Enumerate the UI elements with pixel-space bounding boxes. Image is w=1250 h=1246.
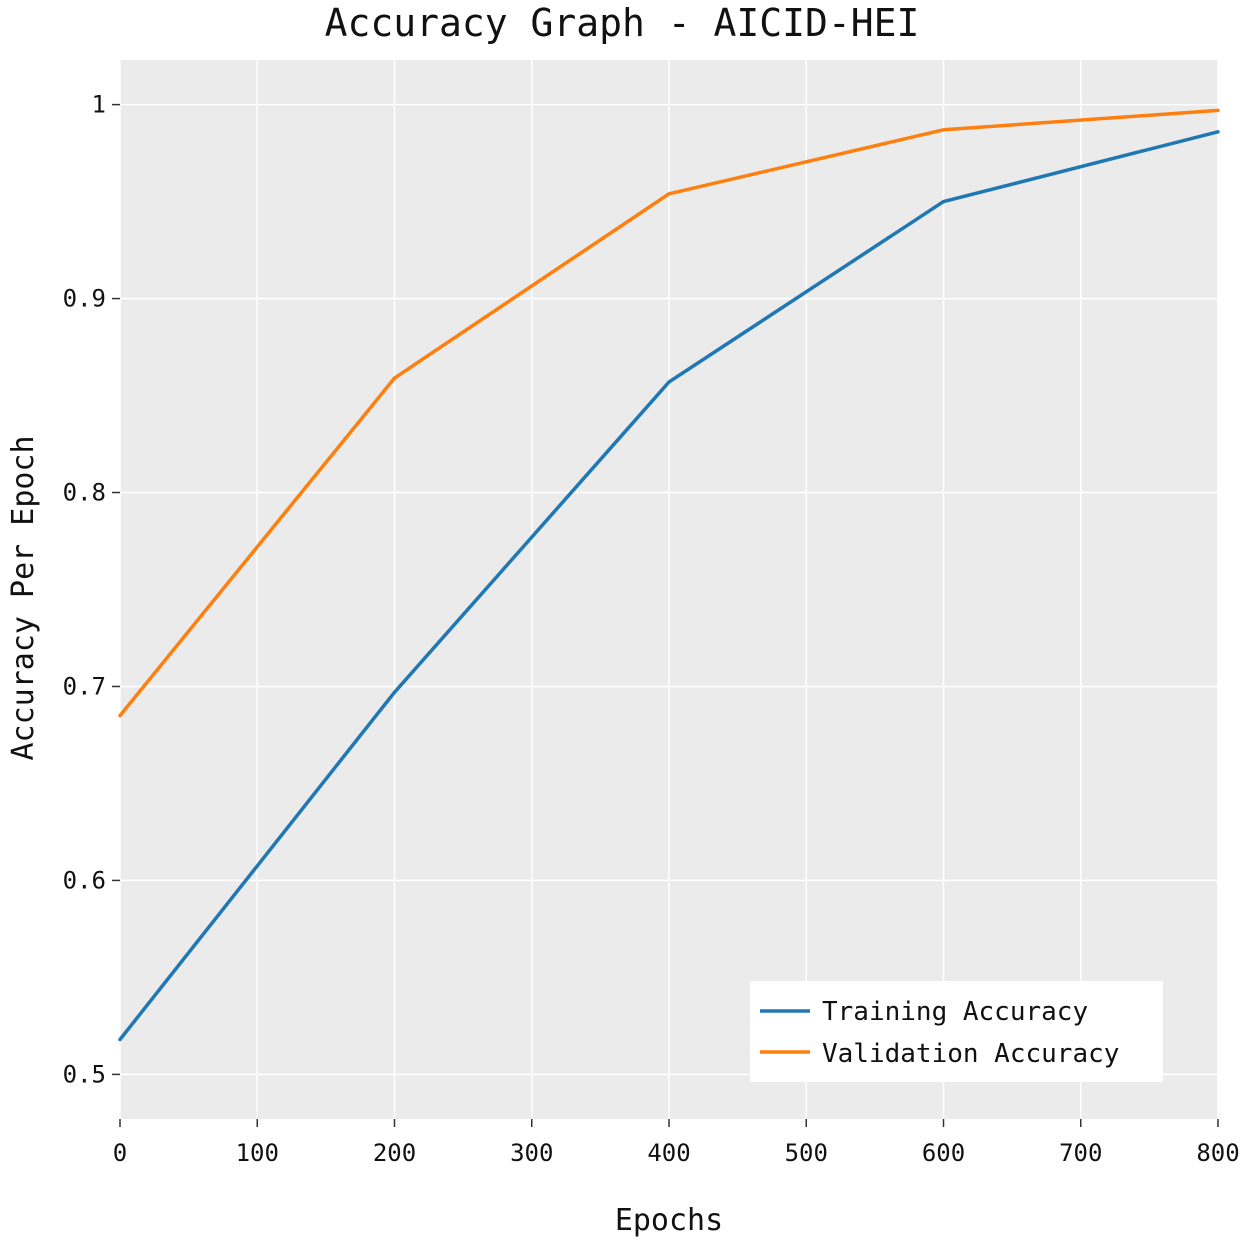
- chart-title: Accuracy Graph - AICID-HEI: [325, 1, 920, 45]
- x-tick-label: 200: [373, 1139, 416, 1167]
- y-tick-label: 0.6: [63, 866, 106, 894]
- x-tick-label: 100: [236, 1139, 279, 1167]
- y-tick-label: 1: [92, 91, 106, 119]
- y-tick-label: 0.7: [63, 672, 106, 700]
- x-tick-label: 800: [1196, 1139, 1239, 1167]
- series-line-validation-accuracy: [118, 108, 1220, 718]
- x-tick-label: 700: [1059, 1139, 1102, 1167]
- legend: Training Accuracy Validation Accuracy: [750, 981, 1163, 1082]
- x-tick-label: 600: [922, 1139, 965, 1167]
- legend-label-validation: Validation Accuracy: [822, 1039, 1119, 1069]
- legend-label-training: Training Accuracy: [822, 997, 1088, 1027]
- y-tick-label: 0.8: [63, 479, 106, 507]
- x-tick-label: 500: [785, 1139, 828, 1167]
- series-lines: [118, 108, 1220, 1042]
- y-axis-label: Accuracy Per Epoch: [6, 435, 41, 760]
- x-axis-label: Epochs: [615, 1203, 723, 1238]
- x-tick-label: 400: [647, 1139, 690, 1167]
- y-tick-label: 0.5: [63, 1060, 106, 1088]
- x-axis-ticks: 0 100 200 300 400 500 600 700 800: [113, 1119, 1240, 1167]
- x-tick-label: 0: [113, 1139, 127, 1167]
- y-axis-ticks: 0.5 0.6 0.7 0.8 0.9 1: [63, 91, 120, 1088]
- x-tick-label: 300: [510, 1139, 553, 1167]
- series-line-training-accuracy: [118, 130, 1220, 1042]
- legend-box: [750, 981, 1163, 1082]
- y-tick-label: 0.9: [63, 285, 106, 313]
